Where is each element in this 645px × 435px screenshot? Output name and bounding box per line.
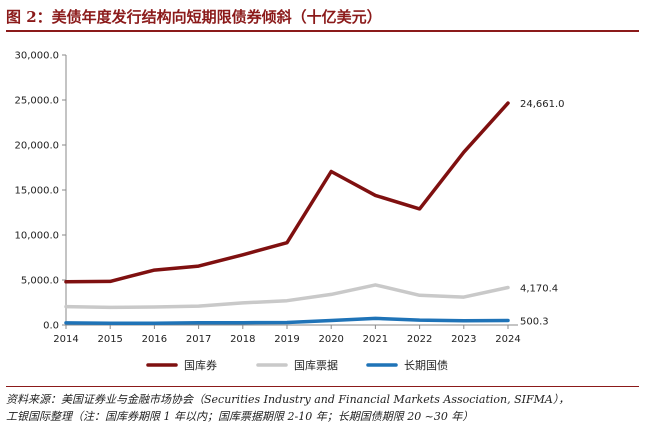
- y-tick-label: 15,000.0: [14, 186, 59, 197]
- legend-label: 国库票据: [294, 358, 338, 372]
- source-line-2: 工银国际整理（注：国库券期限 1 年以内；国库票据期限 2-10 年；长期国债期…: [6, 410, 474, 423]
- source-note: 资料来源：美国证券业与金融市场协会（Securities Industry an…: [6, 391, 639, 425]
- end-labels: 24,661.0 4,170.4 500.3: [520, 99, 565, 327]
- x-tick-label: 2021: [363, 334, 388, 345]
- chart-title: 图 2：美债年度发行结构向短期限债券倾斜（十亿美元）: [6, 8, 382, 26]
- title-bar: 图 2：美债年度发行结构向短期限债券倾斜（十亿美元）: [6, 4, 639, 32]
- legend-label: 长期国债: [404, 358, 448, 372]
- source-line-1: 资料来源：美国证券业与金融市场协会（Securities Industry an…: [6, 393, 570, 406]
- series-line-2: [64, 316, 510, 325]
- series-line-1: [64, 283, 510, 310]
- x-tick-label: 2020: [318, 334, 343, 345]
- x-tick-label: 2014: [53, 334, 78, 345]
- x-tick-label: 2019: [274, 334, 299, 345]
- y-axis: 0.0 5,000.0 10,000.0 15,000.0 20,000.0 25,000…: [14, 51, 67, 332]
- end-data-label: 4,170.4: [520, 283, 558, 294]
- x-tick-label: 2022: [407, 334, 432, 345]
- y-tick-label: 20,000.0: [14, 141, 59, 152]
- series-line-0: [64, 101, 510, 284]
- x-axis: 2014 2015 2016 2017 2018 2019 2020 2021 2022 2023…: [53, 324, 521, 345]
- legend-label: 国库券: [184, 358, 217, 372]
- y-tick-label: 0.0: [43, 321, 59, 332]
- end-data-label: 24,661.0: [520, 99, 565, 110]
- x-tick-label: 2023: [451, 334, 476, 345]
- y-tick-label: 25,000.0: [14, 96, 59, 107]
- x-tick-label: 2018: [230, 334, 255, 345]
- x-tick-label: 2015: [97, 334, 122, 345]
- end-data-label: 500.3: [520, 316, 549, 327]
- y-tick-label: 30,000.0: [14, 51, 59, 62]
- y-tick-label: 10,000.0: [14, 231, 59, 242]
- x-tick-label: 2016: [142, 334, 167, 345]
- legend: 国库券 国库票据 长期国债: [146, 358, 448, 372]
- x-tick-label: 2024: [495, 334, 520, 345]
- series-layer: [64, 101, 510, 325]
- y-tick-label: 5,000.0: [21, 276, 59, 287]
- x-tick-label: 2017: [186, 334, 211, 345]
- source-divider: [6, 386, 639, 387]
